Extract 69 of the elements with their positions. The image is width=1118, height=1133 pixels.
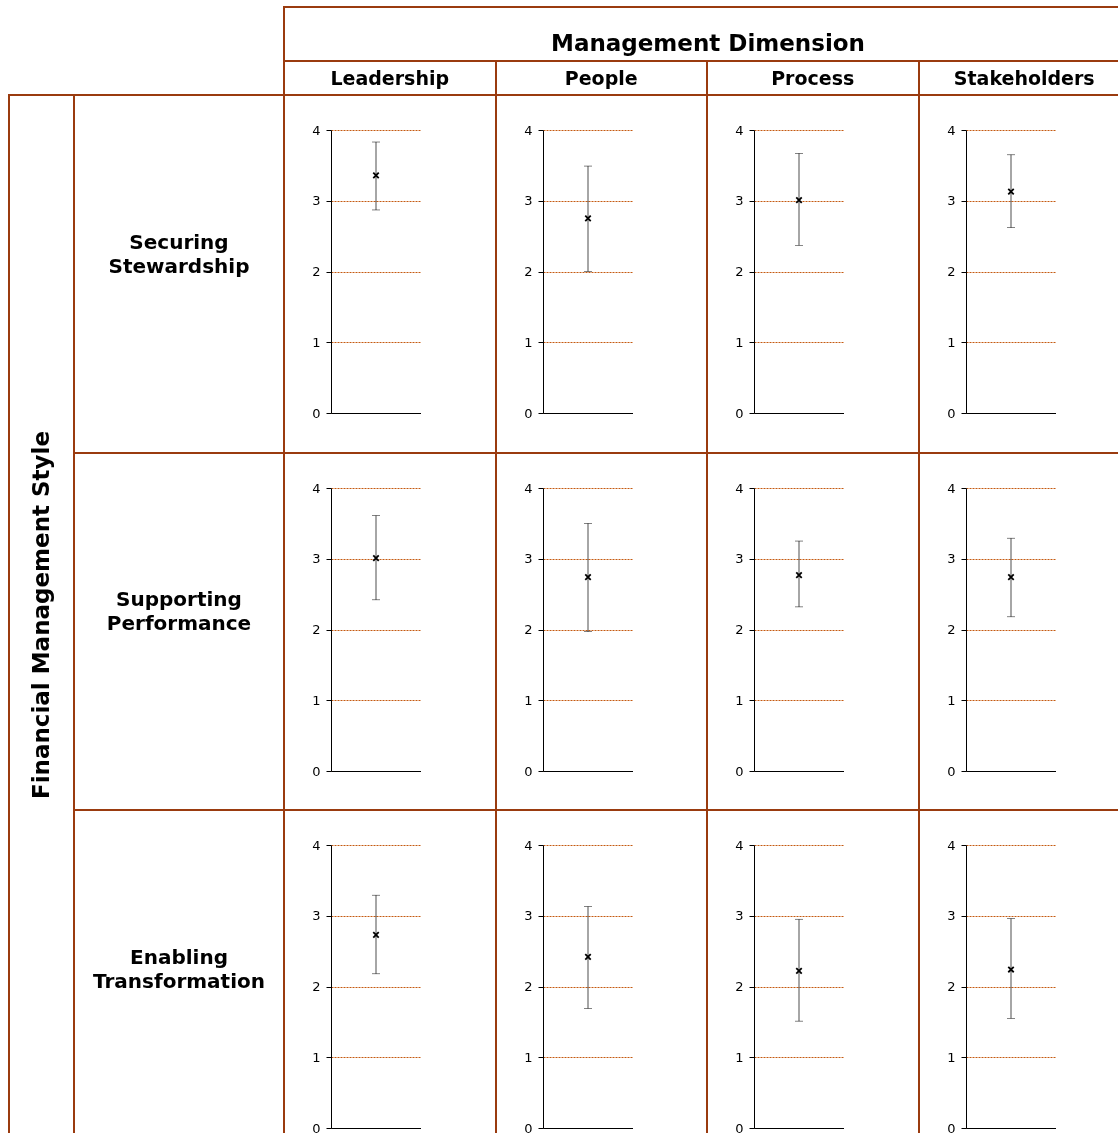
y-tick-label: 1 — [735, 1049, 744, 1065]
y-tick-label: 0 — [735, 405, 744, 421]
chart-title: People — [494, 60, 708, 96]
y-axis-title: Securing Stewardship — [73, 94, 285, 454]
y-tick-label: 4 — [735, 837, 744, 853]
y-tick-label: 4 — [946, 122, 955, 138]
y-tick-label: 2 — [946, 264, 955, 279]
y-tick-label: 3 — [312, 193, 321, 209]
y-tick-label: 0 — [312, 405, 321, 421]
y-tick-label: 1 — [946, 1049, 955, 1065]
y-tick-label: 0 — [312, 1120, 321, 1133]
y-tick-label: 1 — [312, 1049, 321, 1065]
y-tick-label: 2 — [735, 621, 744, 637]
y-tick-label: 4 — [312, 122, 321, 138]
y-tick-label: 2 — [523, 621, 532, 637]
y-tick-label: 2 — [946, 979, 955, 994]
chart-title: Stakeholders — [917, 60, 1118, 96]
y-tick-label: 2 — [523, 264, 532, 279]
y-tick-label: 4 — [946, 480, 955, 495]
y-tick-label: 2 — [312, 264, 321, 279]
y-tick-label: 0 — [523, 763, 532, 778]
text: Financial Management Style — [28, 430, 55, 800]
y-tick-label: 4 — [312, 837, 321, 853]
y-tick-label: 1 — [523, 1049, 532, 1065]
y-tick-label: 3 — [735, 908, 744, 924]
y-tick-label: 2 — [946, 621, 955, 637]
y-tick-label: 4 — [523, 480, 532, 495]
y-tick-label: 0 — [946, 763, 955, 778]
y-tick-label: 3 — [312, 908, 321, 924]
y-tick-label: 0 — [946, 405, 955, 421]
y-tick-label: 0 — [523, 405, 532, 421]
y-tick-label: 4 — [735, 480, 744, 495]
y-tick-label: 4 — [523, 837, 532, 853]
y-tick-label: 4 — [735, 122, 744, 138]
text: Management Dimension — [283, 6, 1118, 62]
y-tick-label: 4 — [312, 480, 321, 495]
y-tick-label: 0 — [735, 763, 744, 778]
y-tick-label: 3 — [312, 550, 321, 566]
y-tick-label: 0 — [523, 1120, 532, 1133]
y-tick-label: 3 — [946, 193, 955, 209]
y-tick-label: 0 — [735, 1120, 744, 1133]
y-tick-label: 3 — [946, 908, 955, 924]
y-tick-label: 1 — [523, 692, 532, 708]
y-tick-label: 2 — [523, 979, 532, 994]
y-tick-label: 3 — [523, 193, 532, 209]
y-tick-label: 4 — [946, 837, 955, 853]
y-tick-label: 3 — [735, 193, 744, 209]
y-tick-label: 0 — [312, 763, 321, 778]
y-tick-label: 2 — [312, 621, 321, 637]
y-tick-label: 1 — [735, 334, 744, 350]
y-tick-label: 4 — [523, 122, 532, 138]
y-tick-label: 0 — [946, 1120, 955, 1133]
y-tick-label: 3 — [735, 550, 744, 566]
y-tick-label: 1 — [946, 692, 955, 708]
y-tick-label: 1 — [946, 334, 955, 350]
chart-title: Process — [706, 60, 920, 96]
y-tick-label: 3 — [946, 550, 955, 566]
y-tick-label: 2 — [735, 264, 744, 279]
y-tick-label: 3 — [523, 908, 532, 924]
y-tick-label: 2 — [312, 979, 321, 994]
y-tick-label: 3 — [523, 550, 532, 566]
y-tick-label: 1 — [523, 334, 532, 350]
y-tick-label: 2 — [735, 979, 744, 994]
y-axis-title: Enabling Transformation — [73, 809, 285, 1133]
y-tick-label: 1 — [312, 692, 321, 708]
y-axis-title: Supporting Performance — [73, 451, 285, 811]
chart-title: Leadership — [283, 60, 497, 96]
y-tick-label: 1 — [735, 692, 744, 708]
y-tick-label: 1 — [312, 334, 321, 350]
